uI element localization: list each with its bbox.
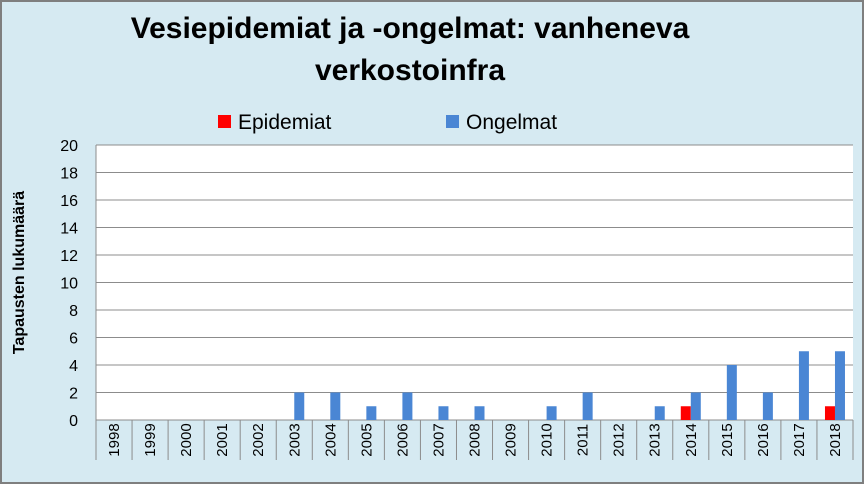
y-tick-label: 16 <box>60 193 78 210</box>
bar-ongelmat-2017 <box>798 351 809 420</box>
legend-label-epidemiat: Epidemiat <box>238 111 332 134</box>
bar-ongelmat-2018 <box>834 351 845 420</box>
y-tick-label: 0 <box>69 413 78 430</box>
bar-ongelmat-2016 <box>762 392 773 420</box>
bar-ongelmat-2006 <box>402 392 413 420</box>
bar-ongelmat-2008 <box>474 406 485 420</box>
x-tick-label: 2016 <box>755 423 772 456</box>
bar-ongelmat-2010 <box>546 406 557 420</box>
x-tick-label: 2010 <box>539 423 556 456</box>
bar-ongelmat-2011 <box>582 392 593 420</box>
y-tick-label: 14 <box>60 221 78 238</box>
x-tick-label: 2018 <box>827 423 844 456</box>
bar-ongelmat-2015 <box>726 365 737 420</box>
x-tick-label: 2001 <box>214 423 231 456</box>
x-tick-label: 2012 <box>611 423 628 456</box>
y-axis-label: Tapausten lukumäärä <box>11 191 28 354</box>
x-tick-label: 2002 <box>250 423 267 456</box>
x-tick-label: 2009 <box>503 423 520 456</box>
x-tick-label: 2004 <box>322 423 339 456</box>
x-tick-label: 2005 <box>358 423 375 456</box>
y-tick-label: 10 <box>60 276 78 293</box>
x-tick-label: 2000 <box>178 423 195 456</box>
bar-ongelmat-2007 <box>438 406 449 420</box>
y-tick-label: 20 <box>60 138 78 155</box>
bar-ongelmat-2004 <box>330 392 341 420</box>
x-tick-label: 2003 <box>286 423 303 456</box>
y-tick-label: 6 <box>69 331 78 348</box>
bar-ongelmat-2014 <box>690 392 701 420</box>
bar-ongelmat-2013 <box>654 406 665 420</box>
x-tick-label: 2008 <box>467 423 484 456</box>
x-tick-label: 2014 <box>683 423 700 456</box>
x-tick-label: 2015 <box>719 423 736 456</box>
y-tick-label: 12 <box>60 248 78 265</box>
y-tick-label: 18 <box>60 166 78 183</box>
x-tick-label: 2011 <box>575 424 592 456</box>
x-tick-label: 2013 <box>647 423 664 456</box>
bar-ongelmat-2003 <box>294 392 305 420</box>
bar-epidemiat-2014 <box>680 406 691 420</box>
x-tick-label: 1999 <box>142 423 159 456</box>
legend-label-ongelmat: Ongelmat <box>466 111 557 134</box>
x-tick-label: 2006 <box>394 423 411 456</box>
x-tick-label: 1998 <box>106 423 123 456</box>
bar-epidemiat-2018 <box>824 406 835 420</box>
y-tick-label: 8 <box>69 303 78 320</box>
x-tick-label: 2007 <box>430 423 447 456</box>
bar-ongelmat-2005 <box>366 406 377 420</box>
legend-swatch-epidemiat <box>218 115 231 128</box>
legend-swatch-ongelmat <box>446 115 459 128</box>
y-tick-label: 2 <box>69 386 78 403</box>
y-tick-label: 4 <box>69 358 78 375</box>
x-tick-label: 2017 <box>791 423 808 456</box>
chart-title: Vesiepidemiat ja -ongelmat: vanheneva ve… <box>130 12 690 87</box>
